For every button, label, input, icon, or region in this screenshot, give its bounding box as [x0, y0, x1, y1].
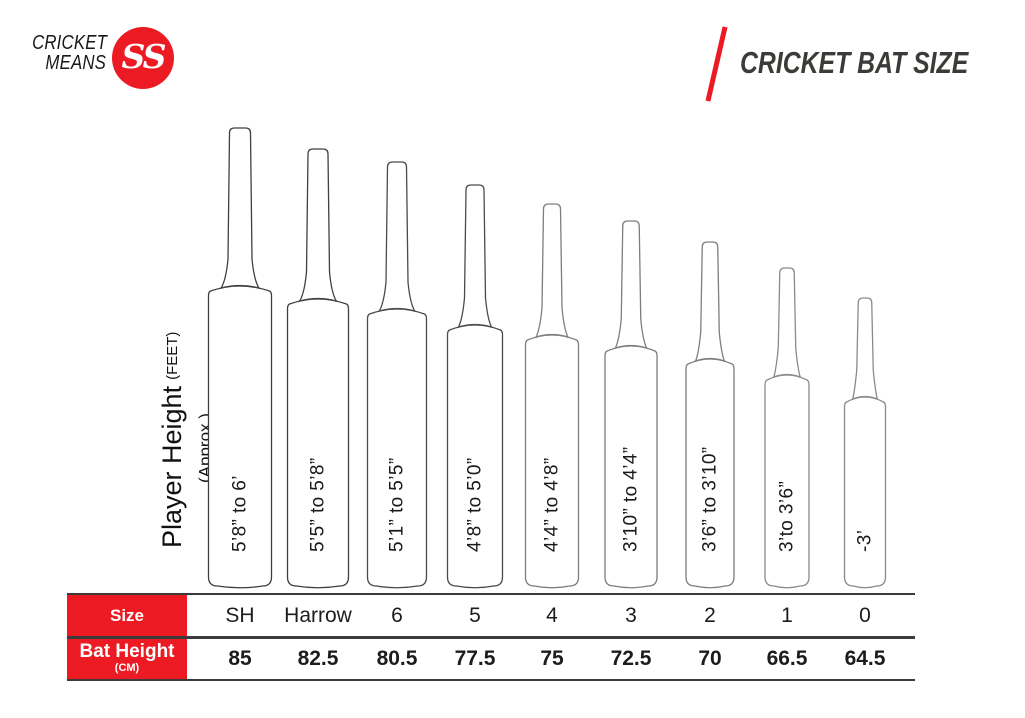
bat-handle [219, 127, 261, 290]
bat-blade [207, 285, 273, 589]
bat-height-cm-value-3: 72.5 [610, 647, 652, 670]
bat-handle [534, 203, 570, 339]
table-bottom-border [67, 679, 915, 681]
ss-logo-badge: SS [112, 27, 174, 89]
y-axis-label: Player Height (FEET) [157, 332, 187, 548]
player-height-range-label: 3’6” to 3’10” [700, 446, 721, 552]
bat-height-cm-value-Harrow: 82.5 [297, 647, 339, 670]
bat-size-chart: Player Height(FEET) (Approx.) 5’8” to 6’… [157, 127, 887, 589]
size-value-SH: SH [225, 604, 255, 627]
size-value-0: 0 [859, 604, 871, 627]
logo-wordmark: CRICKET MEANS [32, 32, 107, 74]
size-value-1: 1 [781, 604, 793, 627]
bat-height-cm-value-2: 70 [698, 647, 722, 670]
player-height-range-label: 4’4” to 4’8” [542, 457, 563, 552]
player-height-range-label: 5’5” to 5’8” [308, 457, 329, 552]
bat-handle [614, 220, 648, 350]
bat-height-row-label: Bat Height [79, 641, 175, 662]
bat-height-cm-value-SH: 85 [228, 647, 252, 670]
logo-line1: CRICKET [32, 32, 107, 54]
bat-size-6: 5’1” to 5’5” [366, 161, 428, 589]
bat-blade [604, 345, 658, 589]
bat-blade [764, 374, 810, 589]
player-height-range-label: 5’1” to 5’5” [387, 457, 408, 552]
bat-blade [524, 334, 580, 589]
bat-size-5: 4’8” to 5’0” [446, 184, 504, 589]
bat-blade [446, 324, 504, 589]
bat-height-cm-value-6: 80.5 [376, 647, 418, 670]
bat-height-cm-value-5: 77.5 [454, 647, 496, 670]
size-value-3: 3 [625, 604, 637, 627]
size-value-4: 4 [546, 604, 558, 627]
bat-size-4: 4’4” to 4’8” [524, 203, 580, 589]
size-value-2: 2 [704, 604, 716, 627]
bat-blade [843, 396, 887, 589]
page-title: CRICKET BAT SIZE [740, 45, 969, 80]
bat-handle [298, 148, 338, 303]
player-height-range-label: -3’ [855, 530, 876, 552]
size-row-label: Size [109, 606, 145, 625]
size-value-Harrow: Harrow [284, 604, 352, 627]
bat-size-2: 3’6” to 3’10” [685, 241, 735, 589]
bat-height-cm-value-1: 66.5 [766, 647, 808, 670]
bat-handle [851, 297, 879, 401]
bat-height-unit-label: (CM) [114, 662, 140, 674]
bat-blade [366, 308, 428, 589]
y-axis-label-main: Player Height [157, 385, 187, 548]
player-height-range-label: 5’8” to 6’ [230, 475, 251, 552]
bat-size-SH: 5’8” to 6’ [207, 127, 273, 589]
size-value-5: 5 [469, 604, 481, 627]
bat-size-0: -3’ [843, 297, 887, 589]
size-value-6: 6 [391, 604, 403, 627]
bat-handle [377, 161, 417, 313]
bat-height-cm-value-4: 75 [540, 647, 564, 670]
bat-blade [685, 358, 735, 589]
bat-size-Harrow: 5’5” to 5’8” [286, 148, 350, 589]
table-top-border [67, 593, 915, 595]
table-row-divider [67, 636, 915, 639]
logo-line2: MEANS [45, 52, 106, 74]
player-height-range-label: 3’10” to 4’4” [621, 446, 642, 552]
bat-handle [457, 184, 493, 329]
bat-height-cm-value-0: 64.5 [844, 647, 886, 670]
bat-size-3: 3’10” to 4’4” [604, 220, 658, 589]
bat-handle [694, 241, 726, 363]
logo-badge-text: SS [121, 37, 167, 76]
bat-handle [772, 267, 802, 379]
bat-blade [286, 298, 350, 589]
player-height-range-label: 4’8” to 5’0” [465, 457, 486, 552]
player-height-range-label: 3’to 3’6” [777, 481, 798, 552]
y-axis-label-unit: (FEET) [164, 332, 181, 380]
bat-size-1: 3’to 3’6” [764, 267, 810, 589]
